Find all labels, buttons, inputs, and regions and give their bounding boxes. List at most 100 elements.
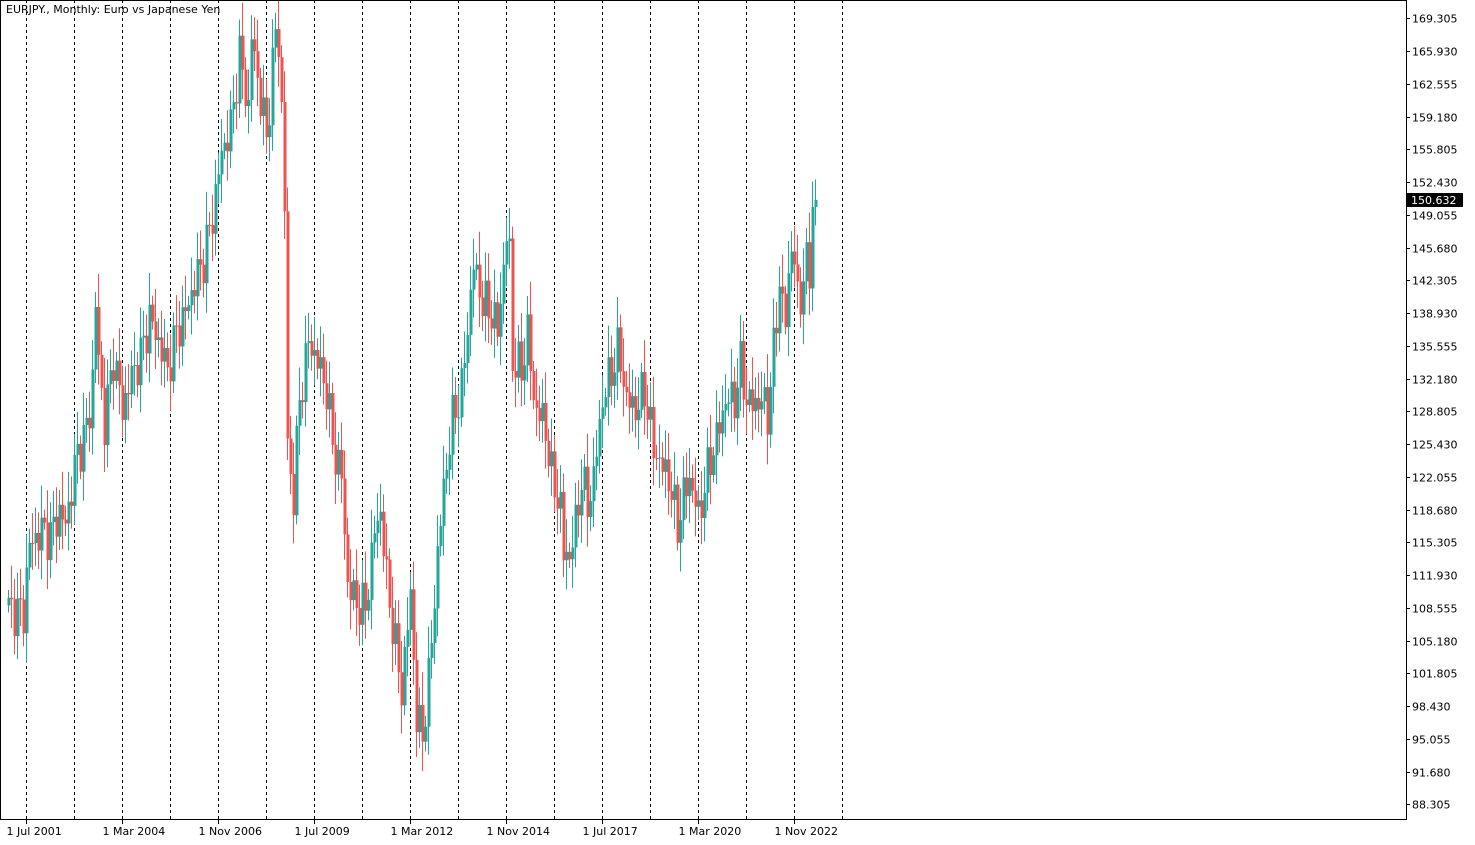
- candle-body: [676, 484, 680, 543]
- candle-body: [541, 402, 545, 422]
- candle-body: [208, 224, 212, 226]
- candle-body: [184, 307, 188, 311]
- candle-body: [7, 597, 11, 606]
- candle-body: [403, 646, 407, 706]
- candle-body: [382, 511, 386, 557]
- candle-body: [718, 422, 722, 434]
- candle-body: [163, 347, 167, 362]
- candle-body: [298, 400, 302, 426]
- candle-body: [706, 447, 710, 493]
- candle-body: [691, 478, 695, 491]
- candle-body: [478, 264, 482, 298]
- candle-body: [616, 327, 620, 373]
- candle-body: [664, 459, 668, 472]
- candle-body: [25, 567, 29, 634]
- candle-body: [301, 400, 305, 403]
- candle-body: [520, 341, 524, 381]
- candle-body: [265, 97, 269, 138]
- candle-body: [472, 269, 476, 290]
- candle-body: [286, 211, 290, 439]
- candle-body: [142, 335, 146, 338]
- candle-body: [205, 224, 209, 284]
- candle-body: [340, 449, 344, 479]
- candle-body: [661, 457, 665, 472]
- candle-body: [475, 264, 479, 270]
- candle-body: [640, 372, 644, 410]
- candle-body: [736, 387, 740, 419]
- candle-body: [775, 327, 779, 334]
- candle-body: [388, 559, 392, 608]
- candle-body: [151, 304, 155, 322]
- candle-body: [118, 360, 122, 386]
- candle-body: [250, 39, 254, 101]
- price-tick-label: 88.305: [1412, 799, 1451, 812]
- price-tick-label: 91.680: [1412, 767, 1451, 780]
- candle-body: [469, 289, 473, 335]
- candle-body: [733, 381, 737, 419]
- time-tick-label: 1 Mar 2012: [391, 825, 454, 838]
- candle-body: [295, 425, 299, 516]
- candle-body: [592, 466, 596, 502]
- current-price-text: 150.632: [1411, 194, 1457, 207]
- price-tick-label: 135.555: [1412, 341, 1458, 354]
- candle-body: [256, 51, 260, 78]
- candle-body: [433, 608, 437, 644]
- candle-body: [802, 281, 806, 315]
- candle-body: [649, 406, 653, 420]
- candle-body: [547, 440, 551, 467]
- price-tick-label: 138.930: [1412, 308, 1458, 321]
- candle-body: [571, 547, 575, 560]
- candle-body: [199, 259, 203, 265]
- candle-body: [619, 327, 623, 372]
- candle-body: [769, 386, 773, 435]
- candle-body: [61, 504, 65, 520]
- candle-body: [436, 546, 440, 609]
- candle-body: [97, 306, 101, 355]
- price-axis[interactable]: 169.305 165.930 162.555 159.180 155.805 152.4…: [1406, 13, 1458, 812]
- candle-body: [739, 341, 743, 388]
- candle-body: [748, 389, 752, 405]
- price-tick-label: 125.430: [1412, 439, 1458, 452]
- candle-body: [367, 599, 371, 611]
- candle-body: [145, 335, 149, 354]
- candle-body: [409, 589, 413, 630]
- candle-body: [460, 368, 464, 418]
- candle-body: [16, 598, 20, 637]
- candle-body: [112, 370, 116, 381]
- candle-body: [34, 532, 38, 543]
- candle-body: [589, 501, 593, 517]
- candle-body: [553, 451, 557, 498]
- candle-body: [682, 477, 686, 521]
- time-axis[interactable]: 1 Jul 2001 1 Mar 2004 1 Nov 2006 1 Jul 2009…: [7, 819, 838, 838]
- candle-body: [172, 325, 176, 382]
- candle-body: [319, 357, 323, 369]
- candle-body: [709, 447, 713, 476]
- candle-body: [247, 100, 251, 107]
- candle-body: [223, 142, 227, 151]
- candle-body: [313, 350, 317, 356]
- candle-body: [43, 517, 47, 523]
- candle-body: [190, 290, 194, 306]
- candle-body: [484, 280, 488, 317]
- candle-body: [343, 478, 347, 535]
- price-tick-label: 169.305: [1412, 13, 1458, 26]
- candle-body: [148, 304, 152, 354]
- candle-body: [448, 454, 452, 470]
- candle-body: [415, 659, 419, 733]
- candle-body: [625, 386, 629, 393]
- candle-body: [679, 520, 683, 543]
- candle-body: [688, 478, 692, 497]
- candle-body: [322, 357, 326, 384]
- candle-body: [55, 516, 59, 537]
- candle-body: [487, 280, 491, 319]
- candle-body: [334, 444, 338, 475]
- candle-body: [799, 281, 803, 315]
- candle-body: [346, 534, 350, 583]
- candle-body: [673, 484, 677, 500]
- candle-body: [235, 102, 239, 104]
- price-tick-label: 101.805: [1412, 668, 1458, 681]
- candles: [7, 0, 818, 772]
- price-tick-label: 142.305: [1412, 275, 1458, 288]
- candle-body: [508, 238, 512, 242]
